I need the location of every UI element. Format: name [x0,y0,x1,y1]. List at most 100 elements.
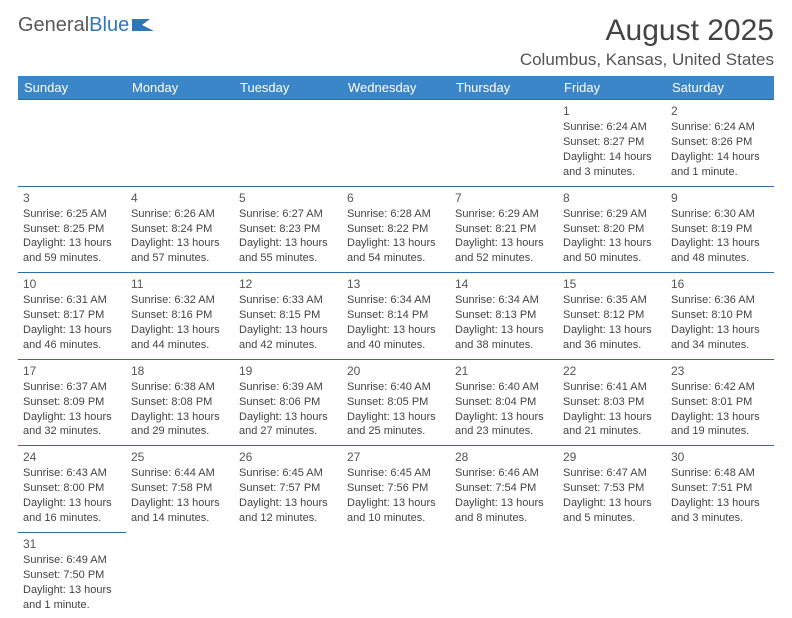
sunset-text: Sunset: 7:51 PM [671,481,769,496]
daylight-text: Daylight: 13 hours and 52 minutes. [455,236,553,266]
calendar-day: 9Sunrise: 6:30 AMSunset: 8:19 PMDaylight… [666,186,774,273]
sunset-text: Sunset: 8:27 PM [563,135,661,150]
sunset-text: Sunset: 8:16 PM [131,308,229,323]
sunset-text: Sunset: 8:22 PM [347,222,445,237]
calendar-day: 19Sunrise: 6:39 AMSunset: 8:06 PMDayligh… [234,359,342,446]
day-number: 31 [23,536,121,552]
header: GeneralBlue August 2025 Columbus, Kansas… [18,14,774,70]
calendar-empty [234,100,342,187]
daylight-text: Daylight: 13 hours and 16 minutes. [23,496,121,526]
calendar-day: 21Sunrise: 6:40 AMSunset: 8:04 PMDayligh… [450,359,558,446]
sunset-text: Sunset: 8:00 PM [23,481,121,496]
daylight-text: Daylight: 13 hours and 3 minutes. [671,496,769,526]
day-number: 20 [347,363,445,379]
sunrise-text: Sunrise: 6:34 AM [347,293,445,308]
daylight-text: Daylight: 13 hours and 19 minutes. [671,410,769,440]
daylight-text: Daylight: 13 hours and 57 minutes. [131,236,229,266]
sunrise-text: Sunrise: 6:24 AM [563,120,661,135]
day-number: 29 [563,449,661,465]
calendar-day: 7Sunrise: 6:29 AMSunset: 8:21 PMDaylight… [450,186,558,273]
day-number: 6 [347,190,445,206]
flag-icon [132,14,154,37]
calendar-day: 10Sunrise: 6:31 AMSunset: 8:17 PMDayligh… [18,273,126,360]
calendar-day: 18Sunrise: 6:38 AMSunset: 8:08 PMDayligh… [126,359,234,446]
sunset-text: Sunset: 7:58 PM [131,481,229,496]
sunset-text: Sunset: 8:25 PM [23,222,121,237]
calendar-day: 2Sunrise: 6:24 AMSunset: 8:26 PMDaylight… [666,100,774,187]
sunrise-text: Sunrise: 6:32 AM [131,293,229,308]
sunrise-text: Sunrise: 6:29 AM [455,207,553,222]
daylight-text: Daylight: 13 hours and 12 minutes. [239,496,337,526]
daylight-text: Daylight: 13 hours and 44 minutes. [131,323,229,353]
calendar-empty [234,532,342,618]
sunset-text: Sunset: 8:20 PM [563,222,661,237]
calendar-day: 29Sunrise: 6:47 AMSunset: 7:53 PMDayligh… [558,446,666,533]
calendar-day: 13Sunrise: 6:34 AMSunset: 8:14 PMDayligh… [342,273,450,360]
month-title: August 2025 [520,14,774,48]
calendar-day: 24Sunrise: 6:43 AMSunset: 8:00 PMDayligh… [18,446,126,533]
calendar-empty [342,100,450,187]
calendar-week: 1Sunrise: 6:24 AMSunset: 8:27 PMDaylight… [18,100,774,187]
calendar-week: 10Sunrise: 6:31 AMSunset: 8:17 PM Dayligh… [18,273,774,360]
calendar-day: 4Sunrise: 6:26 AMSunset: 8:24 PMDaylight… [126,186,234,273]
calendar-empty [342,532,450,618]
day-number: 10 [23,276,121,292]
day-number: 23 [671,363,769,379]
sunset-text: Sunset: 8:04 PM [455,395,553,410]
daylight-text: Daylight: 14 hours and 3 minutes. [563,150,661,180]
daylight-text: Daylight: 14 hours and 1 minute. [671,150,769,180]
sunrise-text: Sunrise: 6:24 AM [671,120,769,135]
sunrise-text: Sunrise: 6:45 AM [239,466,337,481]
sunset-text: Sunset: 7:56 PM [347,481,445,496]
sunrise-text: Sunrise: 6:33 AM [239,293,337,308]
sunrise-text: Sunrise: 6:38 AM [131,380,229,395]
daylight-text: Daylight: 13 hours and 23 minutes. [455,410,553,440]
calendar-day: 11Sunrise: 6:32 AMSunset: 8:16 PMDayligh… [126,273,234,360]
calendar-empty [18,100,126,187]
calendar-day: 5Sunrise: 6:27 AMSunset: 8:23 PMDaylight… [234,186,342,273]
sunset-text: Sunset: 8:17 PM [23,308,121,323]
calendar-day: 1Sunrise: 6:24 AMSunset: 8:27 PMDaylight… [558,100,666,187]
calendar-day: 12Sunrise: 6:33 AMSunset: 8:15 PMDayligh… [234,273,342,360]
sunrise-text: Sunrise: 6:42 AM [671,380,769,395]
calendar-empty [450,100,558,187]
daylight-text: Daylight: 13 hours and 54 minutes. [347,236,445,266]
daylight-text: Daylight: 13 hours and 27 minutes. [239,410,337,440]
sunrise-text: Sunrise: 6:48 AM [671,466,769,481]
calendar-day: 15Sunrise: 6:35 AMSunset: 8:12 PMDayligh… [558,273,666,360]
day-number: 30 [671,449,769,465]
day-number: 3 [23,190,121,206]
daylight-text: Daylight: 13 hours and 14 minutes. [131,496,229,526]
title-block: August 2025 Columbus, Kansas, United Sta… [520,14,774,70]
logo: GeneralBlue [18,14,154,37]
calendar-day: 31Sunrise: 6:49 AMSunset: 7:50 PMDayligh… [18,532,126,618]
daylight-text: Daylight: 13 hours and 55 minutes. [239,236,337,266]
day-header: Monday [126,76,234,100]
sunrise-text: Sunrise: 6:39 AM [239,380,337,395]
sunrise-text: Sunrise: 6:46 AM [455,466,553,481]
calendar-body: 1Sunrise: 6:24 AMSunset: 8:27 PMDaylight… [18,100,774,618]
calendar-day: 16Sunrise: 6:36 AMSunset: 8:10 PMDayligh… [666,273,774,360]
calendar-week: 17Sunrise: 6:37 AMSunset: 8:09 PMDayligh… [18,359,774,446]
calendar-day: 14Sunrise: 6:34 AMSunset: 8:13 PMDayligh… [450,273,558,360]
sunrise-text: Sunrise: 6:43 AM [23,466,121,481]
calendar-day: 3Sunrise: 6:25 AMSunset: 8:25 PMDaylight… [18,186,126,273]
sunrise-text: Sunrise: 6:35 AM [563,293,661,308]
day-header: Wednesday [342,76,450,100]
daylight-text: Daylight: 13 hours and 1 minute. [23,583,121,613]
sunrise-text: Sunrise: 6:31 AM [23,293,121,308]
day-number: 8 [563,190,661,206]
calendar-empty [450,532,558,618]
sunset-text: Sunset: 8:06 PM [239,395,337,410]
location: Columbus, Kansas, United States [520,50,774,70]
calendar-day: 8Sunrise: 6:29 AMSunset: 8:20 PMDaylight… [558,186,666,273]
sunrise-text: Sunrise: 6:27 AM [239,207,337,222]
day-number: 13 [347,276,445,292]
day-number: 7 [455,190,553,206]
calendar-empty [666,532,774,618]
calendar-day: 20Sunrise: 6:40 AMSunset: 8:05 PMDayligh… [342,359,450,446]
daylight-text: Daylight: 13 hours and 25 minutes. [347,410,445,440]
day-number: 16 [671,276,769,292]
day-number: 12 [239,276,337,292]
sunrise-text: Sunrise: 6:37 AM [23,380,121,395]
